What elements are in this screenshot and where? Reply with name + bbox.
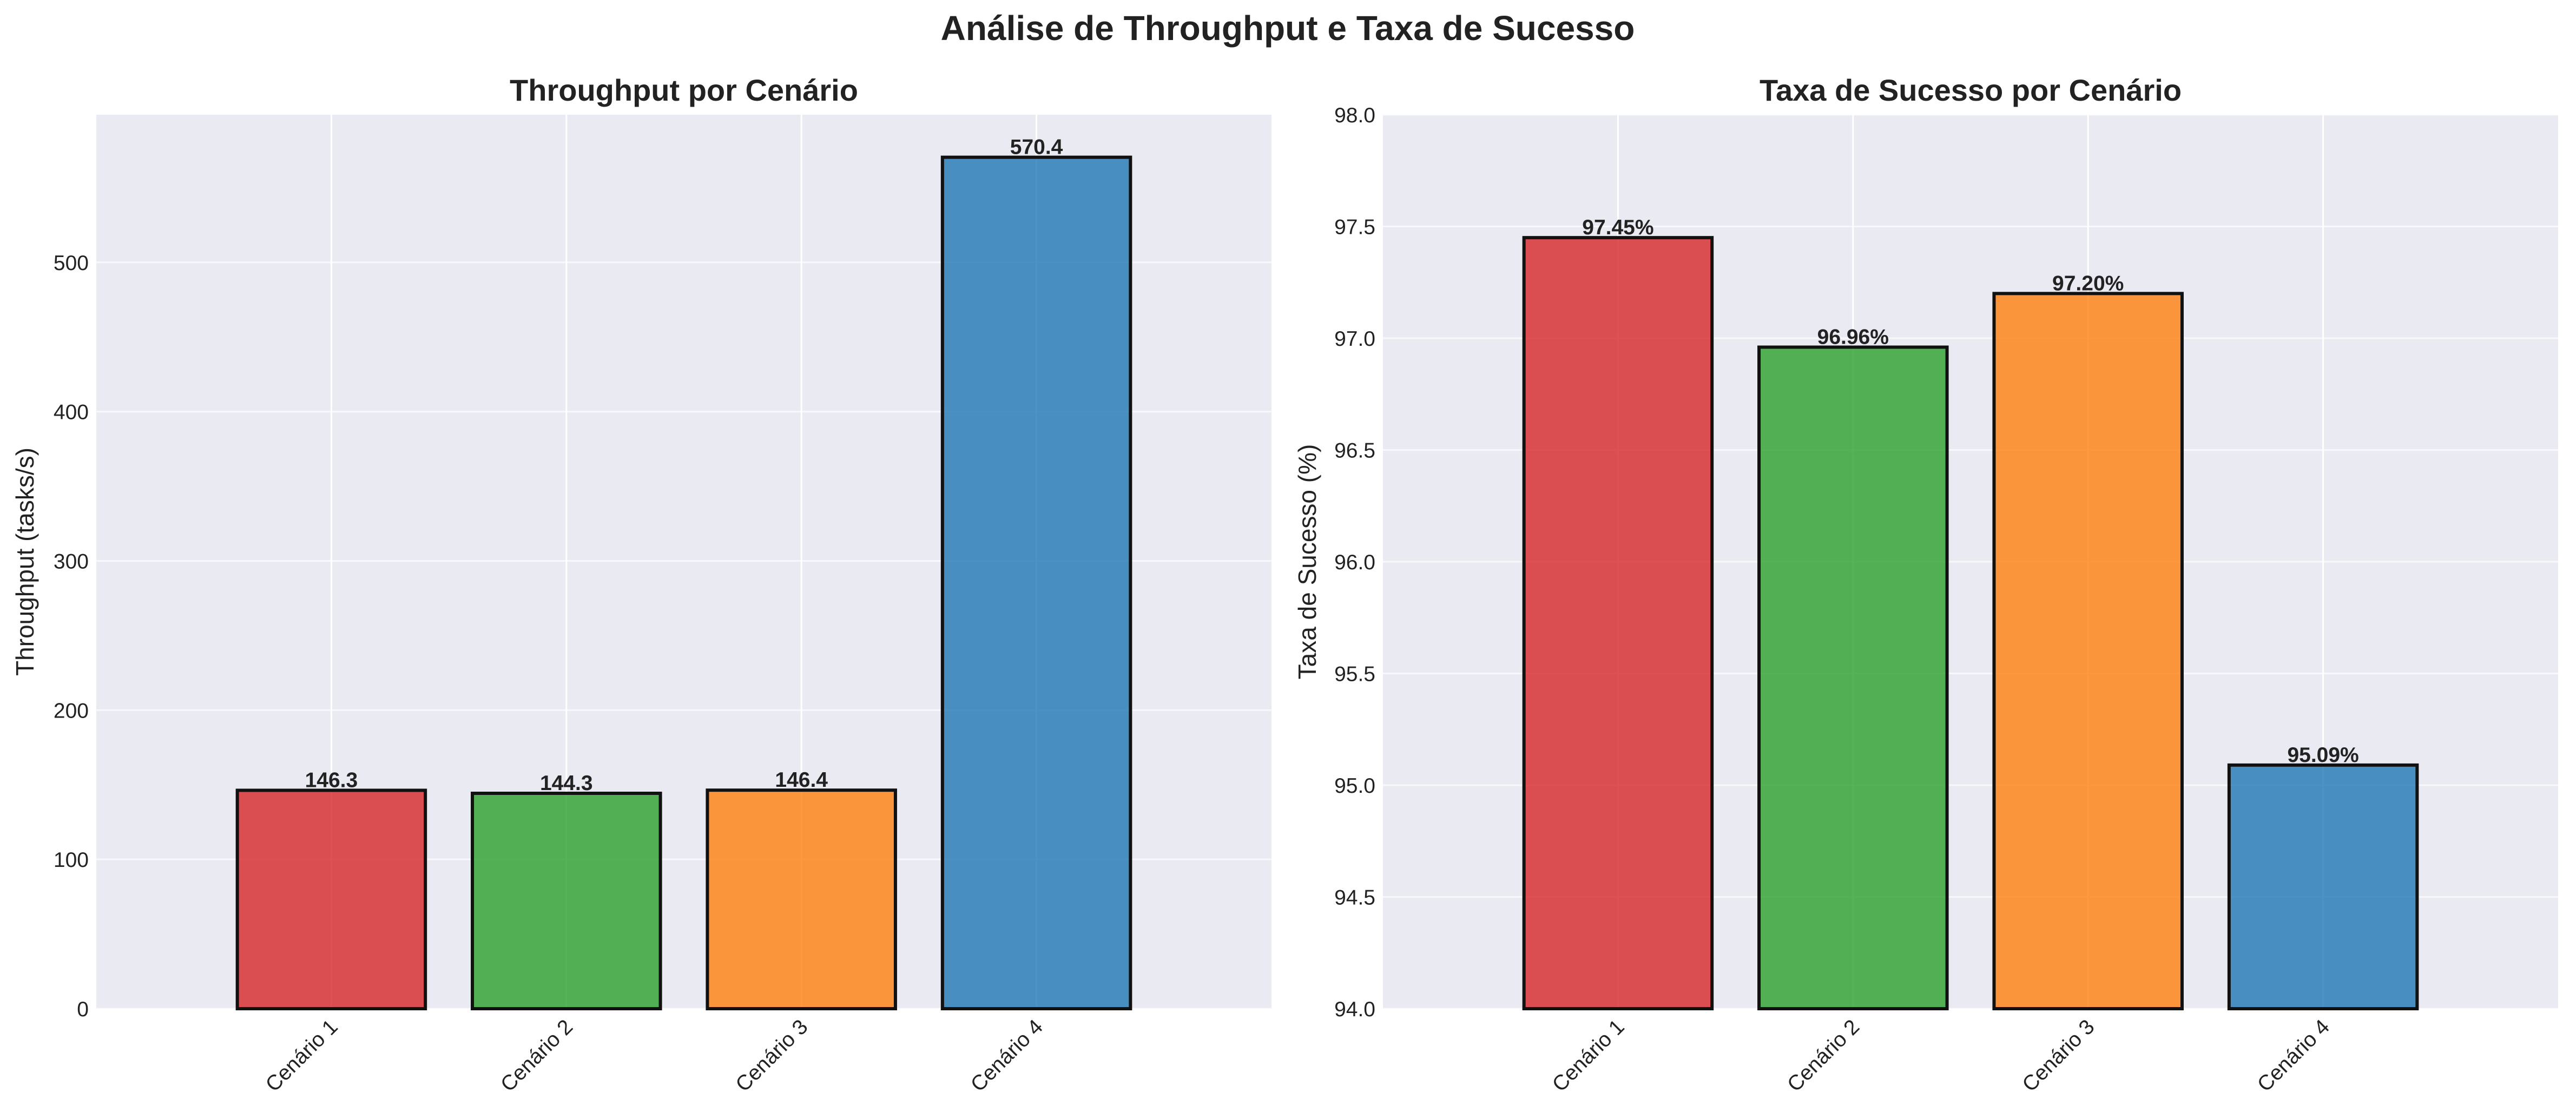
y-tick-label: 96.5 <box>1334 439 1375 463</box>
throughput-chart: 146.3 144.3 146.4 570.4 0 100 200 300 400 500 Cená… <box>11 73 1271 1096</box>
y-tick-label: 94.5 <box>1334 886 1375 910</box>
bar-value-label: 97.20% <box>2052 272 2124 295</box>
bar-1 <box>235 788 427 1011</box>
bar-3 <box>1992 292 2184 1010</box>
chart-title: Throughput por Cenário <box>510 73 858 107</box>
bar-value-label: 95.09% <box>2287 744 2358 767</box>
y-tick-label: 98.0 <box>1334 104 1375 127</box>
bar-1 <box>1522 236 1714 1010</box>
x-tick-label: Cenário 3 <box>2018 1015 2099 1096</box>
bar-value-label: 96.96% <box>1817 326 1889 349</box>
y-tick-label: 400 <box>54 401 89 424</box>
y-axis-label: Taxa de Sucesso (%) <box>1293 444 1321 680</box>
y-tick-label: 94.0 <box>1334 998 1375 1021</box>
bar-value-label: 570.4 <box>1010 136 1063 159</box>
success-rate-chart: 97.45% 96.96% 97.20% 95.09% 94.0 94.5 95.0 95.5… <box>1293 73 2558 1096</box>
bar-2 <box>471 791 662 1010</box>
x-tick-label: Cenário 2 <box>1783 1015 1864 1096</box>
x-tick-label: Cenário 1 <box>261 1015 342 1096</box>
y-tick-label: 95.5 <box>1334 663 1375 686</box>
x-tick-label: Cenário 1 <box>1548 1015 1629 1096</box>
y-tick-label: 200 <box>54 699 89 722</box>
y-axis-label: Throughput (tasks/s) <box>11 448 39 676</box>
y-tick-label: 500 <box>54 252 89 275</box>
x-tick-label: Cenário 4 <box>966 1015 1047 1096</box>
bar-4 <box>2227 763 2419 1010</box>
bar-value-label: 144.3 <box>540 772 593 795</box>
bar-value-label: 146.3 <box>305 768 358 792</box>
figure-title: Análise de Throughput e Taxa de Sucesso <box>941 9 1635 48</box>
y-tick-label: 96.0 <box>1334 551 1375 574</box>
y-tick-label: 0 <box>77 998 89 1021</box>
bar-value-label: 146.4 <box>775 768 828 792</box>
y-tick-label: 100 <box>54 849 89 872</box>
bar-4 <box>940 155 1132 1010</box>
y-tick-label: 97.5 <box>1334 216 1375 239</box>
y-tick-label: 97.0 <box>1334 327 1375 351</box>
x-tick-label: Cenário 3 <box>732 1015 813 1096</box>
chart-title: Taxa de Sucesso por Cenário <box>1760 73 2182 107</box>
bar-2 <box>1757 345 1949 1010</box>
bar-value-label: 97.45% <box>1582 216 1653 239</box>
x-tick-label: Cenário 4 <box>2253 1015 2334 1096</box>
x-tick-label: Cenário 2 <box>496 1015 577 1096</box>
bar-3 <box>706 788 897 1010</box>
y-tick-label: 95.0 <box>1334 774 1375 798</box>
y-tick-label: 300 <box>54 550 89 573</box>
